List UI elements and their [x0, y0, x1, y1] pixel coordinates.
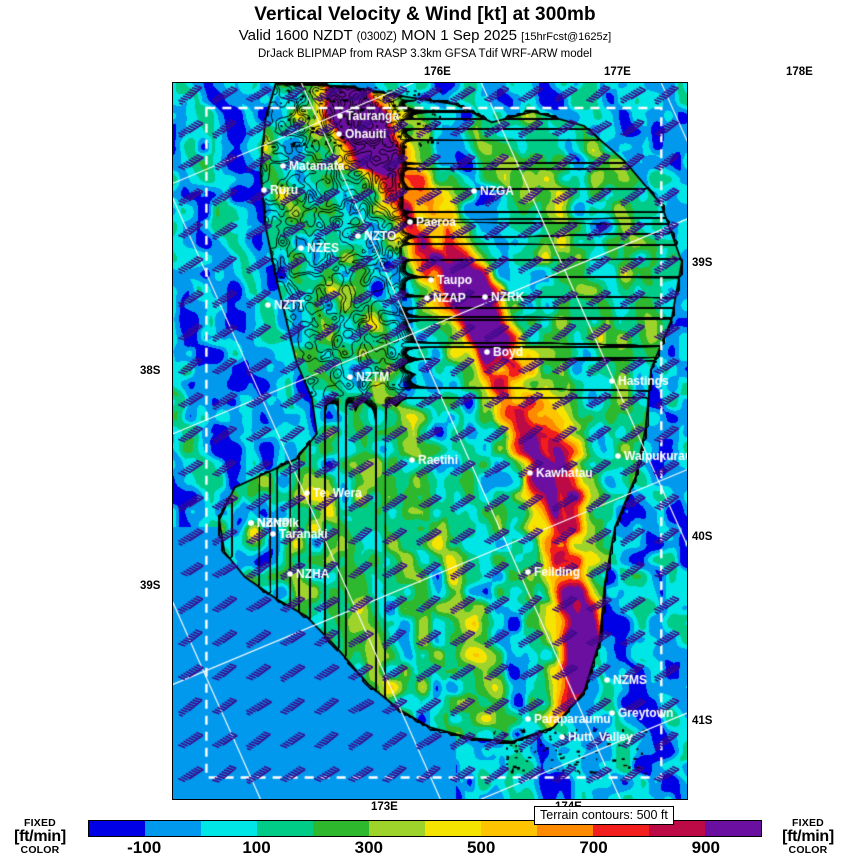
- valid-time-line: Valid 1600 NZDT (0300Z) MON 1 Sep 2025 […: [0, 26, 850, 47]
- colorbar-band-3: [257, 821, 313, 836]
- model-source-line: DrJack BLIPMAP from RASP 3.3km GFSA Tdif…: [257, 48, 592, 60]
- forecast-stamp: [15hrFcst@1625z]: [521, 31, 612, 43]
- colorbar-band-0: [89, 821, 145, 836]
- axis-tick-right-41S: 41S: [692, 715, 713, 727]
- colorbar-right-mode-top: FIXED: [792, 817, 824, 829]
- colorbar-band-6: [425, 821, 481, 836]
- colorbar-bands: [88, 820, 762, 837]
- page-title: Vertical Velocity & Wind [kt] at 300mb: [254, 4, 596, 25]
- colorbar-left-mode-top: FIXED: [24, 817, 56, 829]
- colorbar-band-1: [145, 821, 201, 836]
- valid-date-text: MON 1 Sep 2025: [401, 27, 517, 44]
- colorbar-tick-100: 100: [242, 838, 271, 857]
- colorbar-left-label: FIXED [ft/min] COLOR: [0, 818, 82, 855]
- valid-utc-text: (0300Z): [356, 31, 397, 43]
- axis-tick-left-38S: 38S: [140, 365, 161, 377]
- axis-tick-left-39S: 39S: [140, 580, 161, 592]
- colorbar-tick-500: 500: [466, 838, 496, 857]
- axis-tick-right-39S: 39S: [692, 257, 713, 269]
- colorbar-right-label: FIXED [ft/min] COLOR: [766, 818, 850, 855]
- colorbar-band-11: [705, 821, 761, 836]
- axis-tick-top-178E: 178E: [786, 66, 813, 78]
- map-plot-area[interactable]: [172, 82, 688, 800]
- colorbar-left-unit: [ft/min]: [14, 827, 66, 845]
- axis-tick-top-176E: 176E: [424, 66, 451, 78]
- colorbar-band-2: [201, 821, 257, 836]
- colorbar-legend: FIXED [ft/min] COLOR -100 100 300 500 700 900…: [0, 818, 850, 860]
- colorbar-band-7: [481, 821, 537, 836]
- valid-time-text: Valid 1600 NZDT: [238, 27, 353, 44]
- axis-tick-top-177E: 177E: [604, 66, 631, 78]
- colorbar-tick-700: 700: [579, 838, 608, 857]
- vertical-velocity-heatmap: [173, 83, 687, 799]
- colorbar-band-4: [313, 821, 369, 836]
- colorbar-band-5: [369, 821, 425, 836]
- colorbar-tick-300: 300: [354, 838, 384, 857]
- colorbar-tick--100: -100: [127, 838, 162, 857]
- terrain-contour-legend: Terrain contours: 500 ft: [534, 806, 674, 825]
- colorbar-right-unit: [ft/min]: [782, 827, 834, 845]
- colorbar-right-mode-bottom: COLOR: [788, 843, 828, 856]
- colorbar-tick-900: 900: [691, 838, 721, 857]
- axis-tick-bottom-173E: 173E: [371, 801, 398, 813]
- colorbar-left-mode-bottom: COLOR: [20, 843, 60, 856]
- title-block: Vertical Velocity & Wind [kt] at 300mb V…: [0, 0, 850, 62]
- axis-tick-right-40S: 40S: [692, 531, 713, 543]
